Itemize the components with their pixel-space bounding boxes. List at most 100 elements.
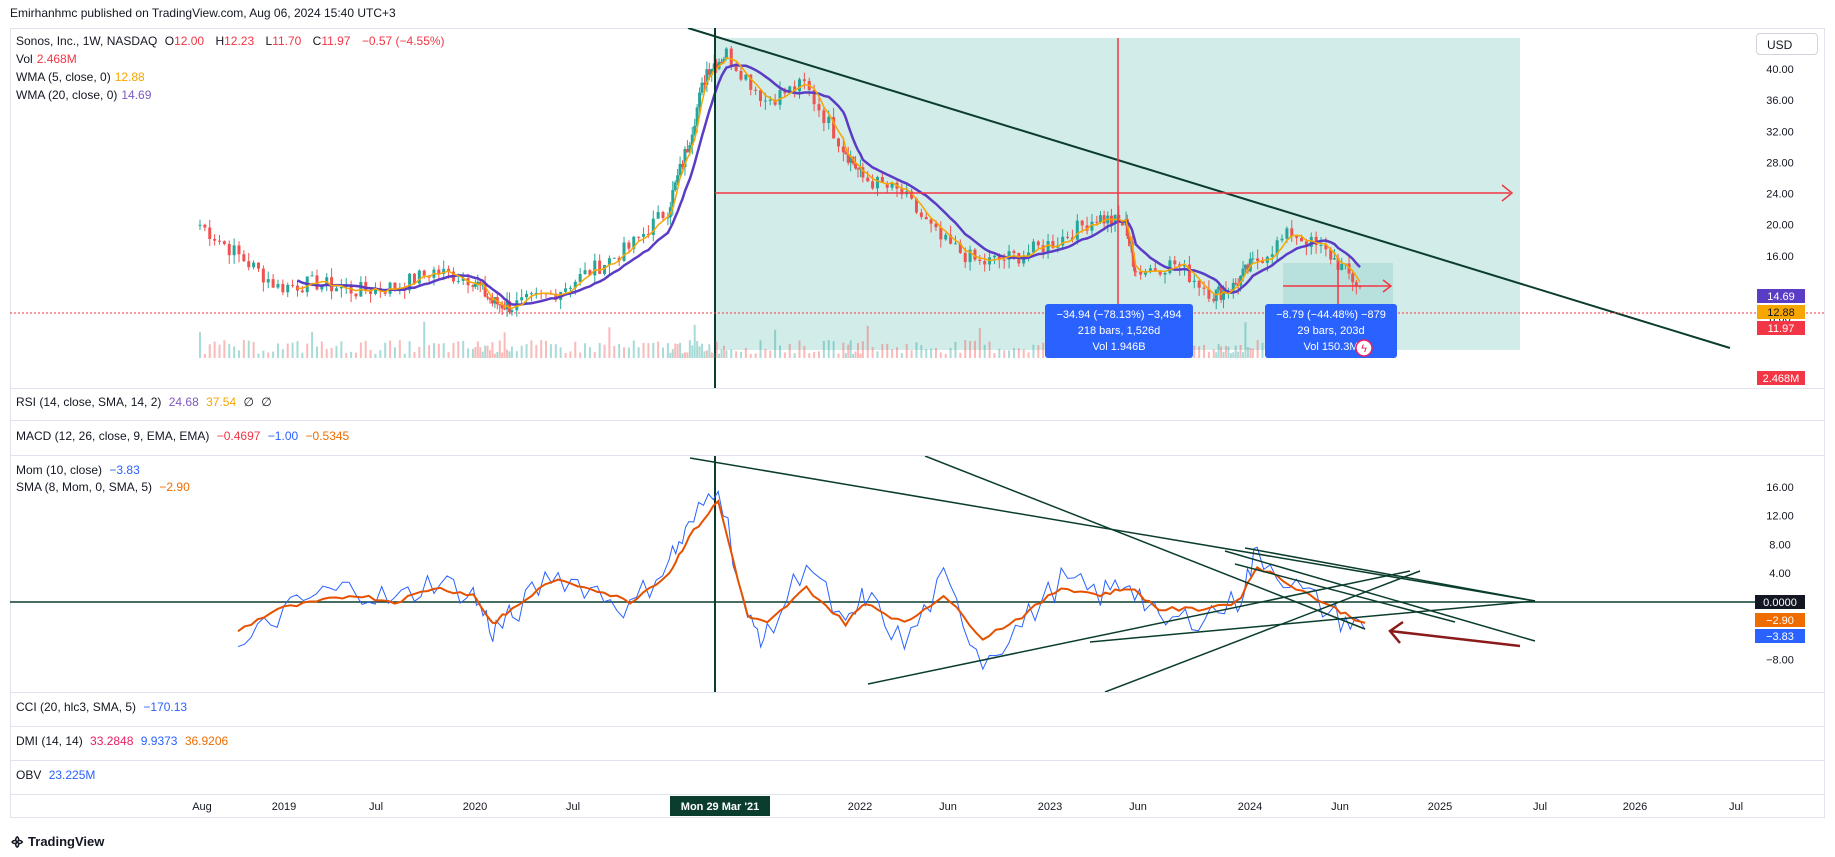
volume-bar — [1232, 352, 1235, 358]
volume-bar — [257, 353, 260, 358]
candle-body — [573, 281, 577, 288]
obv-legend[interactable]: OBV 23.225M — [16, 766, 99, 784]
candle-body — [890, 182, 894, 188]
time-axis[interactable]: Aug 2019 Jul 2020 Jul 2022 Jun 2023 Jun 2024 Jun 20… — [10, 796, 1825, 818]
macd-legend[interactable]: MACD (12, 26, close, 9, EMA, EMA) −0.469… — [16, 427, 353, 445]
candle-body — [983, 260, 987, 265]
tradingview-logo-icon: ᯽ — [10, 834, 25, 849]
volume-bar — [725, 350, 728, 358]
volume-bar — [350, 351, 353, 358]
volume-bar — [964, 340, 967, 358]
measure-box-2-line2: 29 bars, 203d — [1297, 325, 1364, 337]
pane-separator[interactable] — [10, 388, 1825, 389]
momentum-trendlines[interactable] — [689, 456, 1536, 692]
price-chart[interactable]: 40.0036.0032.0028.0024.0020.0016.008.00 … — [10, 28, 1825, 388]
volume-bar — [1203, 344, 1206, 358]
measure-box-1[interactable]: −34.94 (−78.13%) −3,494 218 bars, 1,526d… — [1045, 304, 1193, 358]
low-value: 11.70 — [272, 34, 302, 48]
rsi-legend[interactable]: RSI (14, close, SMA, 14, 2) 24.68 37.54 … — [16, 393, 276, 411]
candle-body — [1329, 249, 1333, 260]
volume-bar — [1042, 342, 1045, 358]
volume-bar — [389, 340, 392, 358]
candle-body — [856, 168, 860, 170]
volume-bar — [803, 346, 806, 358]
candle-body — [568, 287, 572, 289]
trendline-main[interactable] — [687, 28, 1731, 349]
price-tick-label: 40.00 — [1766, 64, 1794, 76]
volume-bar — [491, 342, 494, 358]
candle-body — [498, 304, 502, 306]
volume-bar — [286, 343, 289, 358]
pane-separator[interactable] — [10, 794, 1825, 795]
candle-body — [510, 310, 514, 313]
volume-bar — [895, 347, 898, 358]
measure-box-2-line1: −8.79 (−44.48%) −879 — [1276, 309, 1386, 321]
volume-bar — [1017, 348, 1020, 358]
volume-bar — [262, 350, 265, 358]
volume-bar — [340, 341, 343, 358]
pane-separator[interactable] — [10, 760, 1825, 761]
wma20-legend[interactable]: WMA (20, close, 0) 14.69 — [16, 86, 449, 104]
candle-body — [651, 218, 655, 235]
candle-body — [588, 270, 592, 276]
candle-body — [300, 290, 304, 293]
alert-icon[interactable] — [1355, 339, 1373, 357]
volume-bar — [374, 353, 377, 358]
candle-body — [237, 245, 241, 255]
candle-body — [1295, 236, 1299, 238]
tradingview-logo[interactable]: ᯽ TradingView — [10, 832, 104, 850]
mom-legend[interactable]: Mom (10, close) −3.83 — [16, 461, 144, 479]
candle-body — [875, 177, 879, 189]
candle-body — [627, 242, 631, 249]
candle-body — [978, 259, 982, 261]
vol-legend[interactable]: Vol 2.468M — [16, 50, 449, 68]
candle-body — [939, 227, 943, 240]
dmi-adx-value: 33.2848 — [90, 734, 134, 748]
pane-separator[interactable] — [10, 420, 1825, 421]
volume-bar — [272, 351, 275, 358]
volume-bar — [301, 352, 304, 358]
currency-button[interactable]: USD — [1756, 33, 1818, 55]
volume-bar — [910, 350, 913, 358]
volume-bar — [1212, 349, 1215, 358]
arrow-head-2 — [1382, 279, 1393, 293]
candle-body — [1300, 237, 1304, 242]
candle-body — [622, 242, 626, 261]
candle-body — [1256, 258, 1260, 262]
candle-body — [1051, 241, 1055, 248]
volume-bar — [493, 353, 496, 358]
measure-box-1-line3: Vol 1.946B — [1092, 341, 1145, 353]
candle-body — [695, 107, 699, 126]
dmi-legend[interactable]: DMI (14, 14) 33.2848 9.9373 36.9206 — [16, 732, 232, 750]
candle-body — [500, 304, 504, 309]
mom-tick-label: 12.00 — [1766, 511, 1794, 523]
candle-body — [1163, 273, 1167, 275]
volume-bar — [698, 346, 701, 358]
open-value: 12.00 — [174, 34, 205, 48]
volume-bar — [393, 347, 396, 358]
pane-separator[interactable] — [10, 692, 1825, 693]
volume-bar — [574, 341, 577, 358]
red-arrow-line[interactable] — [1389, 629, 1521, 648]
measure-box-2[interactable]: −8.79 (−44.48%) −879 29 bars, 203d Vol 1… — [1265, 304, 1397, 358]
momentum-axis[interactable]: 16.00 12.00 8.00 4.00 −8.00 — [1766, 482, 1794, 667]
dmi-label: DMI (14, 14) — [16, 734, 83, 748]
volume-bar — [598, 342, 601, 358]
pane-separator[interactable] — [10, 726, 1825, 727]
symbol-legend[interactable]: Sonos, Inc., 1W, NASDAQ O12.00 H12.23 L1… — [16, 32, 449, 50]
momentum-chart[interactable]: 16.00 12.00 8.00 4.00 −8.00 0.0000 −2.90 −3.… — [10, 456, 1825, 692]
sma-scale-label: −2.90 — [1766, 615, 1794, 627]
candle-body — [1046, 241, 1050, 252]
wma5-legend[interactable]: WMA (5, close, 0) 12.88 — [16, 68, 449, 86]
volume-bar — [432, 343, 435, 358]
sma-legend[interactable]: SMA (8, Mom, 0, SMA, 5) −2.90 — [16, 478, 194, 496]
volume-bar — [593, 352, 596, 358]
candle-body — [885, 183, 889, 188]
volume-bar — [844, 352, 847, 358]
close-scale-label: 11.97 — [1768, 323, 1795, 335]
volume-bar — [708, 344, 711, 358]
pane-separator[interactable] — [10, 455, 1825, 456]
volume-bar — [881, 344, 884, 358]
cci-legend[interactable]: CCI (20, hlc3, SMA, 5) −170.13 — [16, 698, 191, 716]
volume-bar — [744, 347, 747, 358]
